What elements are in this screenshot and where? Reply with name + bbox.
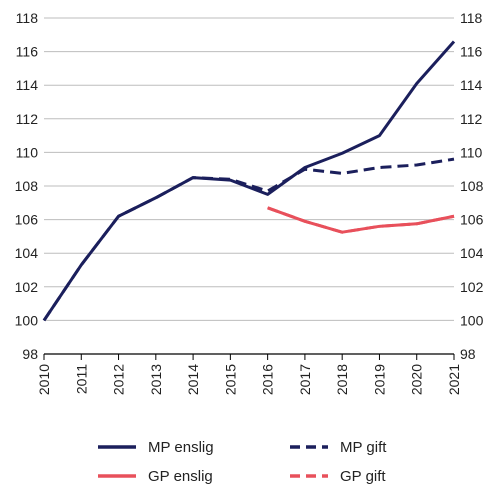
legend: MP enslig MP gift GP enslig GP gift bbox=[98, 439, 387, 485]
x-tick-label-2013: 2013 bbox=[148, 364, 164, 395]
x-tick-label-2011: 2011 bbox=[73, 364, 89, 394]
grid-lines bbox=[44, 17, 454, 321]
y-tick-label-right-112: 112 bbox=[460, 111, 483, 127]
y-tick-label-left-102: 102 bbox=[15, 279, 39, 295]
y-tick-label-left-112: 112 bbox=[16, 111, 39, 127]
legend-label-mp-gift: MP gift bbox=[340, 439, 387, 456]
y-tick-label-right-100: 100 bbox=[460, 312, 484, 328]
series-line-mp-enslig bbox=[42, 40, 456, 322]
y-tick-label-left-100: 100 bbox=[15, 312, 39, 328]
y-tick-label-right-98: 98 bbox=[460, 346, 476, 362]
legend-label-gp-enslig: GP enslig bbox=[148, 468, 213, 485]
legend-label-mp-enslig: MP enslig bbox=[148, 439, 214, 456]
x-tick-label-2014: 2014 bbox=[185, 364, 201, 395]
y-tick-label-right-108: 108 bbox=[460, 178, 484, 194]
series-line-mp-gift bbox=[42, 157, 455, 322]
series-lines bbox=[42, 40, 456, 322]
y-tick-label-right-110: 110 bbox=[460, 144, 483, 160]
series-line-gp-gift bbox=[267, 206, 455, 234]
x-tick-label-2010: 2010 bbox=[36, 364, 52, 395]
y-tick-label-left-110: 110 bbox=[16, 144, 39, 160]
y-tick-label-left-98: 98 bbox=[22, 346, 38, 362]
y-tick-label-right-116: 116 bbox=[460, 44, 483, 60]
legend-label-gp-gift: GP gift bbox=[340, 468, 386, 485]
y-tick-label-right-106: 106 bbox=[460, 212, 484, 228]
axes: 98 98 100 100 102 102 104 104 106 106 108 108 110 110… bbox=[15, 10, 484, 395]
y-tick-label-right-118: 118 bbox=[460, 10, 483, 26]
x-tick-label-2017: 2017 bbox=[297, 364, 313, 395]
y-tick-label-right-114: 114 bbox=[460, 77, 483, 93]
x-tick-label-2016: 2016 bbox=[260, 364, 276, 395]
x-tick-label-2018: 2018 bbox=[334, 364, 350, 395]
y-tick-label-left-108: 108 bbox=[15, 178, 39, 194]
x-tick-label-2021: 2021 bbox=[446, 364, 462, 395]
x-tick-label-2012: 2012 bbox=[111, 364, 127, 395]
x-tick-label-2020: 2020 bbox=[409, 364, 425, 395]
y-tick-label-right-104: 104 bbox=[460, 245, 484, 261]
y-tick-label-left-114: 114 bbox=[16, 77, 39, 93]
y-tick-label-left-106: 106 bbox=[15, 212, 39, 228]
y-tick-label-left-104: 104 bbox=[15, 245, 39, 261]
x-tick-label-2015: 2015 bbox=[222, 364, 238, 395]
y-tick-label-right-102: 102 bbox=[460, 279, 484, 295]
y-tick-label-left-118: 118 bbox=[16, 10, 39, 26]
y-tick-label-left-116: 116 bbox=[16, 44, 39, 60]
x-tick-label-2019: 2019 bbox=[371, 364, 387, 395]
